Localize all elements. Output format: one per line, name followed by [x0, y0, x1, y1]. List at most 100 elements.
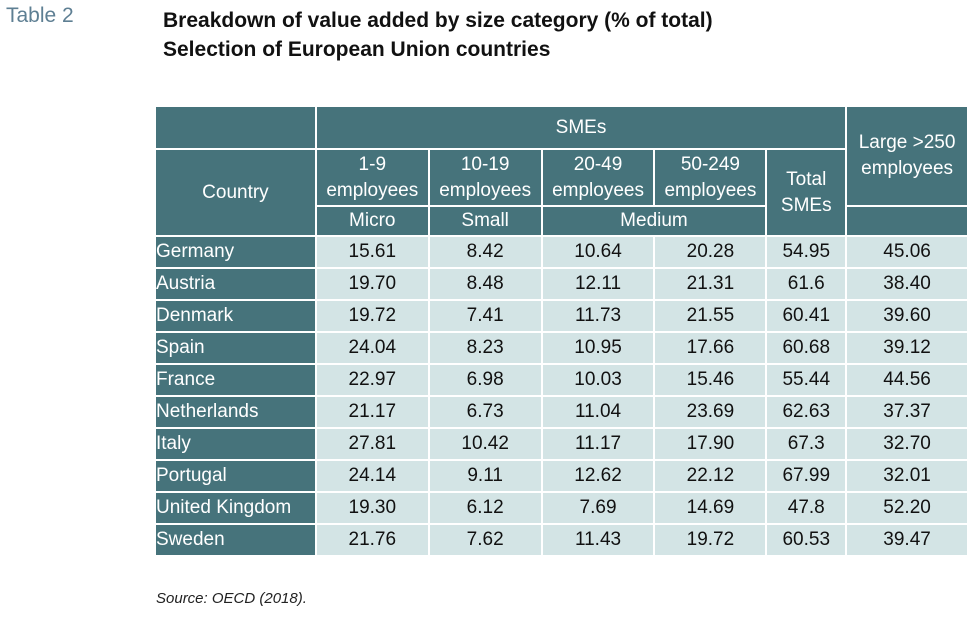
value-cell-small: 8.42 [427, 235, 543, 269]
value-cell-total-smes: 55.44 [765, 363, 848, 397]
header-large-sub [845, 205, 969, 237]
value-cell-micro: 21.17 [314, 395, 430, 429]
table-row: Sweden 21.76 7.62 11.43 19.72 60.53 39.47 [154, 523, 969, 557]
header-10-19-employees: 10-19 employees [427, 148, 543, 207]
value-cell-total-smes: 67.3 [765, 427, 848, 461]
table-row: Portugal 24.14 9.11 12.62 22.12 67.99 32.01 [154, 459, 969, 493]
value-cell-micro: 15.61 [314, 235, 430, 269]
header-1-9-employees: 1-9 employees [314, 148, 430, 207]
value-cell-micro: 21.76 [314, 523, 430, 557]
value-cell-m20-49: 12.11 [540, 267, 656, 301]
header-total-smes: Total SMEs [765, 148, 848, 237]
value-added-table: SMEs Large >250 employees Country 1-9 em… [154, 105, 969, 557]
value-cell-m50-249: 20.28 [653, 235, 768, 269]
value-cell-micro: 27.81 [314, 427, 430, 461]
header-blank [154, 105, 317, 150]
value-cell-m20-49: 11.04 [540, 395, 656, 429]
value-cell-total-smes: 67.99 [765, 459, 848, 493]
value-cell-micro: 19.30 [314, 491, 430, 525]
table-row: Denmark 19.72 7.41 11.73 21.55 60.41 39.60 [154, 299, 969, 333]
value-cell-large: 39.60 [845, 299, 969, 333]
country-cell: France [154, 363, 317, 397]
value-cell-m50-249: 17.66 [653, 331, 768, 365]
table-row: Italy 27.81 10.42 11.17 17.90 67.3 32.70 [154, 427, 969, 461]
value-cell-m20-49: 10.03 [540, 363, 656, 397]
value-cell-micro: 19.70 [314, 267, 430, 301]
value-cell-large: 39.47 [845, 523, 969, 557]
table-title: Breakdown of value added by size categor… [163, 6, 713, 64]
value-cell-large: 38.40 [845, 267, 969, 301]
value-cell-m20-49: 10.64 [540, 235, 656, 269]
value-cell-m50-249: 19.72 [653, 523, 768, 557]
value-cell-micro: 24.04 [314, 331, 430, 365]
table-row: Austria 19.70 8.48 12.11 21.31 61.6 38.40 [154, 267, 969, 301]
title-line-2: Selection of European Union countries [163, 38, 551, 61]
country-cell: Netherlands [154, 395, 317, 429]
value-cell-m50-249: 14.69 [653, 491, 768, 525]
value-cell-total-smes: 60.41 [765, 299, 848, 333]
country-cell: United Kingdom [154, 491, 317, 525]
country-cell: Sweden [154, 523, 317, 557]
country-cell: Denmark [154, 299, 317, 333]
value-cell-large: 52.20 [845, 491, 969, 525]
header-medium: Medium [540, 205, 768, 237]
value-cell-m50-249: 17.90 [653, 427, 768, 461]
value-cell-large: 44.56 [845, 363, 969, 397]
header-20-49-employees: 20-49 employees [540, 148, 656, 207]
value-cell-small: 7.41 [427, 299, 543, 333]
value-cell-m50-249: 21.31 [653, 267, 768, 301]
value-cell-m20-49: 11.43 [540, 523, 656, 557]
value-cell-small: 6.12 [427, 491, 543, 525]
value-cell-m50-249: 21.55 [653, 299, 768, 333]
country-cell: Portugal [154, 459, 317, 493]
header-50-249-employees: 50-249 employees [653, 148, 768, 207]
table-row: France 22.97 6.98 10.03 15.46 55.44 44.56 [154, 363, 969, 397]
value-cell-micro: 19.72 [314, 299, 430, 333]
value-cell-m50-249: 22.12 [653, 459, 768, 493]
value-cell-total-smes: 61.6 [765, 267, 848, 301]
table-row: United Kingdom 19.30 6.12 7.69 14.69 47.8 52.2… [154, 491, 969, 525]
value-cell-m20-49: 11.73 [540, 299, 656, 333]
value-cell-m50-249: 23.69 [653, 395, 768, 429]
value-cell-small: 8.48 [427, 267, 543, 301]
value-cell-small: 6.98 [427, 363, 543, 397]
title-line-1: Breakdown of value added by size categor… [163, 9, 713, 32]
value-cell-small: 6.73 [427, 395, 543, 429]
value-cell-micro: 22.97 [314, 363, 430, 397]
table-row: Netherlands 21.17 6.73 11.04 23.69 62.63 37.37 [154, 395, 969, 429]
value-cell-micro: 24.14 [314, 459, 430, 493]
value-cell-large: 39.12 [845, 331, 969, 365]
value-cell-small: 8.23 [427, 331, 543, 365]
header-country: Country [154, 148, 317, 237]
header-smes: SMEs [314, 105, 848, 150]
value-cell-large: 45.06 [845, 235, 969, 269]
source-note: Source: OECD (2018). [156, 590, 307, 607]
header-micro: Micro [314, 205, 430, 237]
value-cell-m20-49: 11.17 [540, 427, 656, 461]
value-cell-small: 7.62 [427, 523, 543, 557]
table-row: Germany 15.61 8.42 10.64 20.28 54.95 45.06 [154, 235, 969, 269]
value-cell-large: 32.01 [845, 459, 969, 493]
value-cell-total-smes: 60.53 [765, 523, 848, 557]
value-cell-m20-49: 12.62 [540, 459, 656, 493]
header-large: Large >250 employees [845, 105, 969, 207]
value-cell-m50-249: 15.46 [653, 363, 768, 397]
value-cell-small: 10.42 [427, 427, 543, 461]
value-cell-large: 32.70 [845, 427, 969, 461]
header-small: Small [427, 205, 543, 237]
value-cell-total-smes: 54.95 [765, 235, 848, 269]
table-body: Germany 15.61 8.42 10.64 20.28 54.95 45.06 Aust… [154, 235, 969, 557]
value-cell-total-smes: 60.68 [765, 331, 848, 365]
value-cell-total-smes: 47.8 [765, 491, 848, 525]
country-cell: Germany [154, 235, 317, 269]
table-label: Table 2 [6, 4, 74, 27]
table-row: Spain 24.04 8.23 10.95 17.66 60.68 39.12 [154, 331, 969, 365]
value-cell-m20-49: 10.95 [540, 331, 656, 365]
value-cell-total-smes: 62.63 [765, 395, 848, 429]
country-cell: Austria [154, 267, 317, 301]
country-cell: Spain [154, 331, 317, 365]
value-cell-small: 9.11 [427, 459, 543, 493]
country-cell: Italy [154, 427, 317, 461]
value-cell-m20-49: 7.69 [540, 491, 656, 525]
value-cell-large: 37.37 [845, 395, 969, 429]
